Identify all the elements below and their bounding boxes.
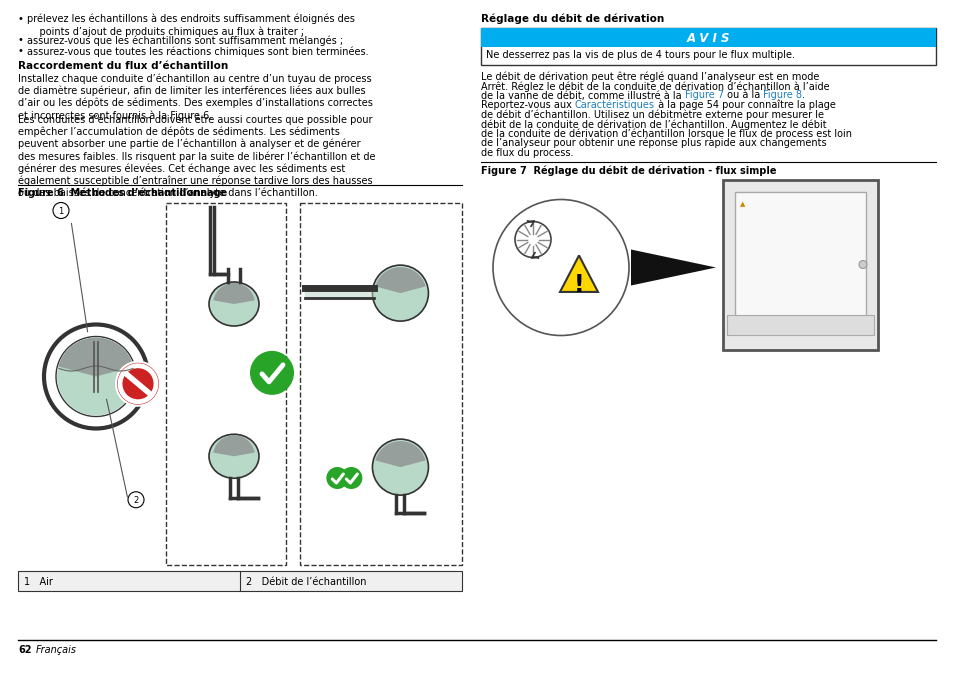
Polygon shape [630, 250, 716, 285]
Circle shape [250, 351, 294, 395]
Text: de la conduite de dérivation d’échantillon lorsque le flux de process est loin: de la conduite de dérivation d’échantill… [480, 129, 851, 139]
Text: •: • [18, 46, 24, 57]
Circle shape [326, 467, 348, 489]
Wedge shape [213, 435, 254, 456]
Text: Ne desserrez pas la vis de plus de 4 tours pour le flux multiple.: Ne desserrez pas la vis de plus de 4 tou… [485, 50, 794, 59]
Bar [722, 180, 877, 349]
Wedge shape [375, 441, 425, 467]
Ellipse shape [209, 282, 258, 326]
Text: .: . [801, 90, 804, 100]
Text: assurez-vous que les échantillons sont suffisamment mélangés ;: assurez-vous que les échantillons sont s… [27, 35, 343, 46]
Text: à la page 54 pour connaître la plage: à la page 54 pour connaître la plage [655, 100, 835, 110]
Text: A V I S: A V I S [686, 32, 729, 44]
Bar [480, 28, 935, 65]
Bar [18, 571, 461, 591]
Text: Raccordement du flux d’échantillon: Raccordement du flux d’échantillon [18, 61, 228, 71]
Bar [726, 314, 873, 334]
Text: Caractéristiques: Caractéristiques [575, 100, 655, 110]
Wedge shape [213, 283, 254, 304]
Bar [480, 28, 935, 46]
Bar [734, 192, 865, 316]
Text: Le débit de dérivation peut être réglé quand l’analyseur est en mode: Le débit de dérivation peut être réglé q… [480, 71, 819, 82]
Bar [166, 203, 286, 565]
Text: !: ! [573, 273, 583, 297]
Circle shape [858, 260, 866, 269]
Text: assurez-vous que toutes les réactions chimiques sont bien terminées.: assurez-vous que toutes les réactions ch… [27, 46, 368, 57]
Text: Figure 8: Figure 8 [762, 90, 801, 100]
Text: de la vanne de débit, comme illustré à la: de la vanne de débit, comme illustré à l… [480, 90, 684, 100]
Text: 2   Débit de l’échantillon: 2 Débit de l’échantillon [246, 577, 366, 587]
Text: 1   Air: 1 Air [24, 577, 52, 587]
Bar [299, 203, 461, 565]
Circle shape [340, 467, 362, 489]
Text: Figure 7: Figure 7 [684, 90, 723, 100]
Text: Reportez-vous aux: Reportez-vous aux [480, 100, 575, 110]
Text: de débit d’échantillon. Utilisez un débitmètre externe pour mesurer le: de débit d’échantillon. Utilisez un débi… [480, 110, 823, 120]
Text: •: • [18, 14, 24, 24]
Wedge shape [58, 337, 133, 376]
Text: 2: 2 [133, 496, 138, 505]
Circle shape [372, 439, 428, 495]
Text: •: • [18, 35, 24, 45]
Text: 1: 1 [58, 207, 64, 216]
Text: Les conduites d’échantillon doivent être aussi courtes que possible pour
empêche: Les conduites d’échantillon doivent être… [18, 114, 375, 199]
Wedge shape [375, 267, 425, 293]
Text: 62: 62 [18, 645, 31, 655]
Text: ou à la: ou à la [723, 90, 762, 100]
Text: Figure 7  Réglage du débit de dérivation - flux simple: Figure 7 Réglage du débit de dérivation … [480, 165, 776, 176]
Text: ▲: ▲ [740, 201, 745, 207]
Text: Installez chaque conduite d’échantillon au centre d’un tuyau de process
de diamè: Installez chaque conduite d’échantillon … [18, 73, 373, 120]
Text: prélevez les échantillons à des endroits suffisamment éloignés des
    points d’: prélevez les échantillons à des endroits… [27, 14, 355, 37]
Text: Français: Français [36, 645, 77, 655]
Circle shape [116, 362, 160, 406]
Text: Figure 6  Méthodes d’échantillonnage: Figure 6 Méthodes d’échantillonnage [18, 188, 227, 199]
Ellipse shape [209, 434, 258, 479]
Text: de l’analyseur pour obtenir une réponse plus rapide aux changements: de l’analyseur pour obtenir une réponse … [480, 138, 825, 149]
Text: débit de la conduite de dérivation de l’échantillon. Augmentez le débit: débit de la conduite de dérivation de l’… [480, 119, 825, 129]
Wedge shape [57, 337, 135, 415]
Text: de flux du process.: de flux du process. [480, 147, 573, 157]
Circle shape [372, 265, 428, 321]
Text: Arrêt. Réglez le débit de la conduite de dérivation d’échantillon à l’aide: Arrêt. Réglez le débit de la conduite de… [480, 81, 829, 92]
Text: Réglage du débit de dérivation: Réglage du débit de dérivation [480, 14, 663, 24]
Polygon shape [559, 256, 598, 292]
